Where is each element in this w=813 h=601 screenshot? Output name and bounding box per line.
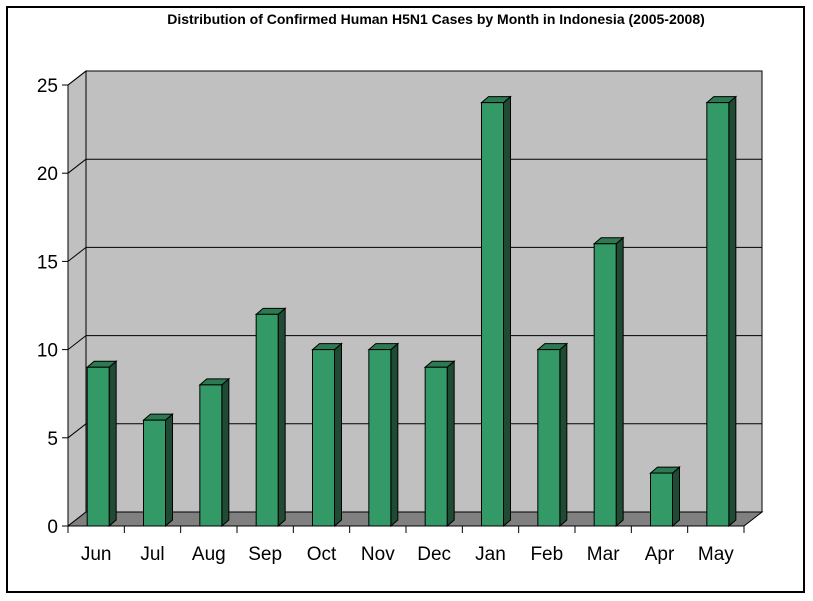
x-tick-label: Jan: [475, 544, 506, 565]
x-tick-label: Jun: [81, 544, 112, 565]
bar-aug: [199, 384, 223, 527]
x-tick-label: Aug: [192, 544, 226, 565]
bar-oct: [312, 349, 335, 527]
bar-jan: [481, 102, 504, 527]
x-tick-label: Sep: [248, 544, 282, 565]
gridline-side: [67, 158, 87, 174]
bar-side: [503, 95, 511, 528]
side-wall: [67, 69, 87, 528]
y-tick-label: 0: [47, 517, 58, 538]
x-tick-label: Nov: [361, 544, 395, 565]
bar-jun: [86, 366, 110, 527]
y-tick-label: 5: [47, 429, 58, 450]
bar-mar: [593, 243, 617, 527]
y-tick-label: 25: [37, 76, 58, 97]
chart-title: Distribution of Confirmed Human H5N1 Cas…: [167, 11, 705, 27]
bar-feb: [537, 349, 561, 527]
x-tick-label: Oct: [307, 544, 337, 565]
x-tick-label: Feb: [530, 544, 563, 565]
gridline-side: [67, 70, 87, 86]
bar-side: [559, 342, 568, 528]
gridline-side: [67, 335, 87, 350]
bar-side: [615, 236, 624, 528]
x-tick-label: Mar: [587, 544, 620, 565]
bar-nov: [368, 349, 392, 527]
bar-side: [108, 360, 117, 528]
x-tick-label: May: [698, 544, 734, 565]
x-tick-label: Dec: [417, 544, 451, 565]
x-tick-label: Jul: [140, 544, 164, 565]
bar-may: [706, 102, 730, 527]
bar-side: [672, 465, 680, 528]
gridline-side: [67, 423, 87, 439]
bar-jul: [143, 419, 166, 527]
bar-side: [165, 413, 173, 528]
y-tick-label: 15: [37, 252, 58, 273]
bar-side: [277, 307, 286, 528]
bar-apr: [650, 472, 673, 527]
y-tick-label: 10: [37, 341, 58, 362]
bar-side: [334, 342, 342, 528]
bar-side: [390, 342, 399, 528]
bar-sep: [255, 313, 279, 527]
back-wall: [85, 70, 763, 513]
bar-side: [446, 360, 455, 528]
bar-dec: [424, 366, 448, 527]
y-tick-label: 20: [37, 164, 58, 185]
x-tick-label: Apr: [645, 544, 675, 565]
gridline-side: [67, 247, 87, 262]
bar-side: [221, 377, 230, 528]
bar-side: [728, 95, 737, 528]
